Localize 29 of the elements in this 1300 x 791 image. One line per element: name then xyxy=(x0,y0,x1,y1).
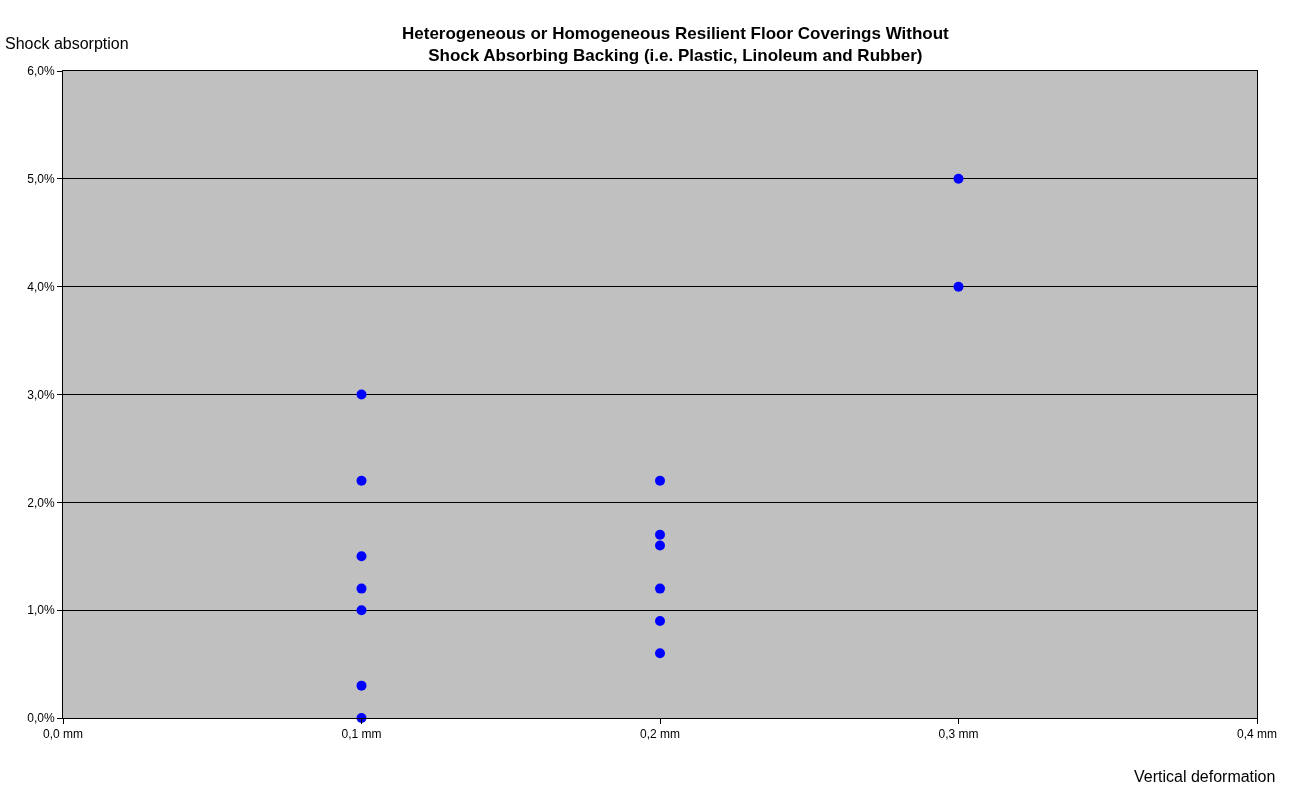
point xyxy=(356,475,367,486)
chart-title: Heterogeneous or Homogeneous Resilient Floor Coverings Without Shock Absorbing Backing (i.e. Plastic, Linoleum and Rubber) xyxy=(402,24,950,66)
y-tick-label: 2,0% xyxy=(27,495,55,510)
y-tick-label: 5,0% xyxy=(27,172,55,187)
point xyxy=(655,475,665,486)
point xyxy=(356,551,367,562)
x-axis-title: Vertical deformation xyxy=(1134,768,1276,785)
point xyxy=(953,173,964,184)
x-tick-label: 0,4 mm xyxy=(1236,727,1278,742)
x-tick-label: 0,1 mm xyxy=(341,727,382,742)
point xyxy=(356,583,367,594)
point xyxy=(356,605,367,616)
y-tick-label: 0,0% xyxy=(27,711,55,726)
point xyxy=(655,540,665,551)
point xyxy=(655,529,665,540)
x-tick-label: 0,3 mm xyxy=(938,727,979,742)
y-tick-label: 6,0% xyxy=(27,64,55,79)
y-tick-label: 3,0% xyxy=(27,387,55,402)
point xyxy=(356,680,367,691)
y-tick-label: 4,0% xyxy=(27,279,55,294)
y-axis-title: Shock absorption xyxy=(5,35,129,52)
x-tick-label: 0,2 mm xyxy=(639,727,681,742)
x-tick-label: 0,0 mm xyxy=(42,727,84,742)
y-tick-label: 1,0% xyxy=(27,603,55,618)
point xyxy=(953,281,964,292)
point xyxy=(356,389,367,400)
point xyxy=(655,615,665,626)
point xyxy=(655,648,665,659)
point xyxy=(655,583,665,594)
